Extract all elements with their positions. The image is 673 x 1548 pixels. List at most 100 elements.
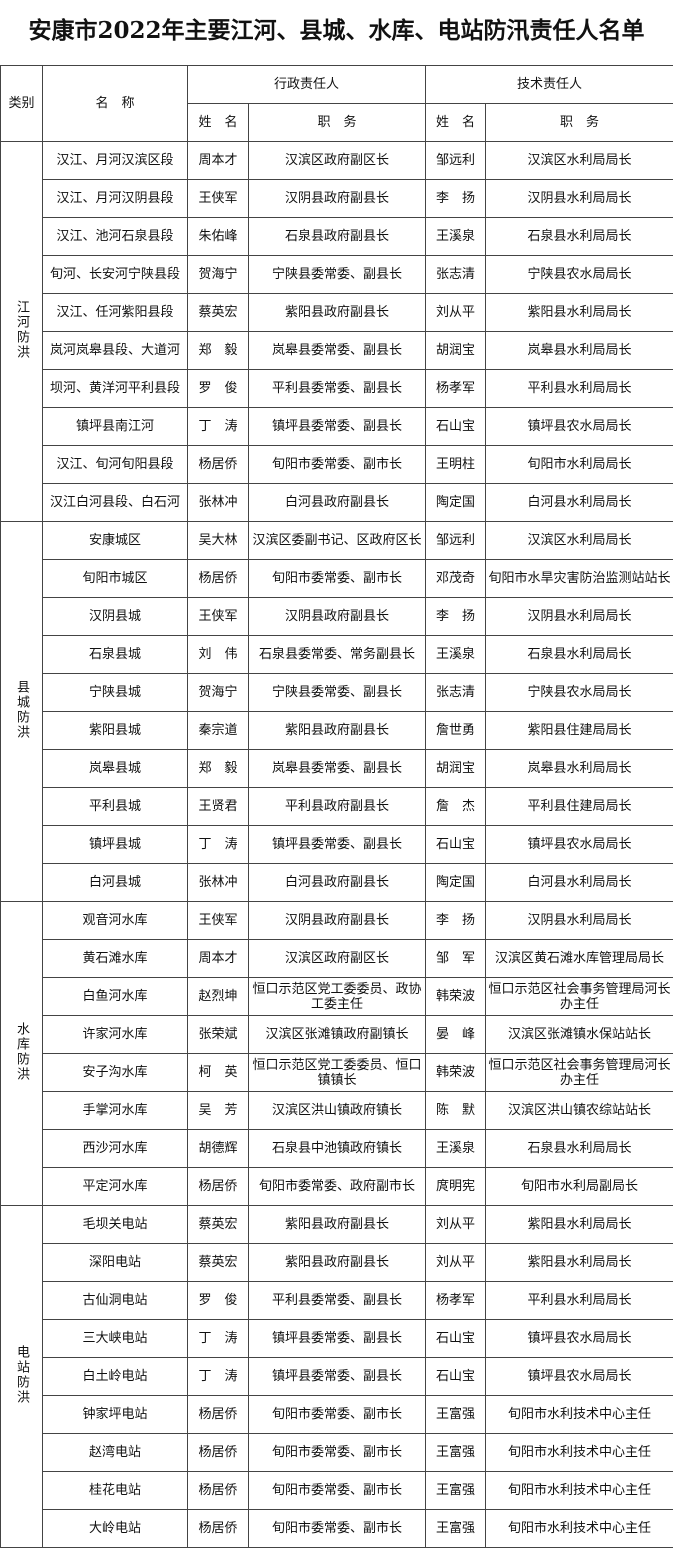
- item-name: 汉江、月河汉阴县段: [43, 180, 188, 218]
- table-row: 深阳电站蔡英宏紫阳县政府副县长刘从平紫阳县水利局局长: [1, 1244, 673, 1282]
- header-cell: 名 称: [43, 66, 188, 142]
- admin-duty: 汉滨区张滩镇政府副镇长: [249, 1016, 426, 1054]
- tech-name: 邹远利: [426, 522, 486, 560]
- item-name: 观音河水库: [43, 902, 188, 940]
- tech-name: 陶定国: [426, 864, 486, 902]
- tech-duty: 旬阳市水利技术中心主任: [486, 1510, 673, 1548]
- table-row: 许家河水库张荣斌汉滨区张滩镇政府副镇长晏 峰汉滨区张滩镇水保站站长: [1, 1016, 673, 1054]
- tech-duty: 旬阳市水利技术中心主任: [486, 1396, 673, 1434]
- tech-name: 李 扬: [426, 180, 486, 218]
- admin-name: 杨居侨: [188, 446, 249, 484]
- admin-duty: 汉滨区委副书记、区政府区长: [249, 522, 426, 560]
- admin-name: 杨居侨: [188, 1434, 249, 1472]
- admin-name: 贺海宁: [188, 256, 249, 294]
- admin-name: 蔡英宏: [188, 1206, 249, 1244]
- tech-name: 邹 军: [426, 940, 486, 978]
- table-row: 大岭电站杨居侨旬阳市委常委、副市长王富强旬阳市水利技术中心主任: [1, 1510, 673, 1548]
- item-name: 古仙洞电站: [43, 1282, 188, 1320]
- item-name: 平利县城: [43, 788, 188, 826]
- admin-name: 柯 英: [188, 1054, 249, 1092]
- item-name: 岚河岚皋县段、大道河: [43, 332, 188, 370]
- item-name: 石泉县城: [43, 636, 188, 674]
- category-cell: 电站防洪: [1, 1206, 43, 1548]
- admin-name: 丁 涛: [188, 1358, 249, 1396]
- tech-name: 晏 峰: [426, 1016, 486, 1054]
- category-cell: 县城防洪: [1, 522, 43, 902]
- item-name: 宁陕县城: [43, 674, 188, 712]
- admin-name: 张荣斌: [188, 1016, 249, 1054]
- admin-duty: 平利县政府副县长: [249, 788, 426, 826]
- tech-name: 詹世勇: [426, 712, 486, 750]
- admin-name: 王贤君: [188, 788, 249, 826]
- admin-duty: 汉阴县政府副县长: [249, 598, 426, 636]
- admin-name: 秦宗道: [188, 712, 249, 750]
- item-name: 钟家坪电站: [43, 1396, 188, 1434]
- tech-duty: 恒口示范区社会事务管理局河长办主任: [486, 978, 673, 1016]
- tech-duty: 平利县住建局局长: [486, 788, 673, 826]
- admin-name: 张林冲: [188, 864, 249, 902]
- tech-duty: 岚皋县水利局局长: [486, 750, 673, 788]
- table-row: 汉江、任河紫阳县段蔡英宏紫阳县政府副县长刘从平紫阳县水利局局长: [1, 294, 673, 332]
- header-cell: 职 务: [486, 104, 673, 142]
- admin-duty: 旬阳市委常委、副市长: [249, 446, 426, 484]
- tech-duty: 石泉县水利局局长: [486, 636, 673, 674]
- admin-duty: 汉阴县政府副县长: [249, 902, 426, 940]
- admin-duty: 旬阳市委常委、副市长: [249, 1472, 426, 1510]
- admin-name: 赵烈坤: [188, 978, 249, 1016]
- table-row: 石泉县城刘 伟石泉县委常委、常务副县长王溪泉石泉县水利局局长: [1, 636, 673, 674]
- table-row: 紫阳县城秦宗道紫阳县政府副县长詹世勇紫阳县住建局局长: [1, 712, 673, 750]
- tech-duty: 旬阳市水利技术中心主任: [486, 1472, 673, 1510]
- tech-name: 王明柱: [426, 446, 486, 484]
- admin-name: 杨居侨: [188, 1510, 249, 1548]
- tech-name: 王溪泉: [426, 218, 486, 256]
- admin-duty: 宁陕县委常委、副县长: [249, 674, 426, 712]
- tech-duty: 旬阳市水利局局长: [486, 446, 673, 484]
- tech-duty: 旬阳市水旱灾害防治监测站站长: [486, 560, 673, 598]
- item-name: 镇坪县城: [43, 826, 188, 864]
- table-row: 电站防洪毛坝关电站蔡英宏紫阳县政府副县长刘从平紫阳县水利局局长: [1, 1206, 673, 1244]
- tech-name: 石山宝: [426, 826, 486, 864]
- tech-duty: 石泉县水利局局长: [486, 218, 673, 256]
- table-row: 江河防洪汉江、月河汉滨区段周本才汉滨区政府副区长邹远利汉滨区水利局局长: [1, 142, 673, 180]
- tech-name: 陶定国: [426, 484, 486, 522]
- admin-duty: 石泉县政府副县长: [249, 218, 426, 256]
- table-row: 岚皋县城郑 毅岚皋县委常委、副县长胡润宝岚皋县水利局局长: [1, 750, 673, 788]
- admin-duty: 汉滨区洪山镇政府镇长: [249, 1092, 426, 1130]
- tech-name: 石山宝: [426, 1358, 486, 1396]
- admin-name: 蔡英宏: [188, 294, 249, 332]
- header-row: 类别 名 称 行政责任人 技术责任人: [1, 66, 673, 104]
- category-label: 县城防洪: [14, 680, 29, 740]
- table-row: 坝河、黄洋河平利县段罗 俊平利县委常委、副县长杨孝军平利县水利局局长: [1, 370, 673, 408]
- tech-name: 杨孝军: [426, 370, 486, 408]
- admin-duty: 紫阳县政府副县长: [249, 712, 426, 750]
- header-cell: 行政责任人: [188, 66, 426, 104]
- admin-duty: 恒口示范区党工委委员、政协工委主任: [249, 978, 426, 1016]
- admin-name: 罗 俊: [188, 370, 249, 408]
- table-row: 镇坪县南江河丁 涛镇坪县委常委、副县长石山宝镇坪县农水局局长: [1, 408, 673, 446]
- tech-name: 刘从平: [426, 1206, 486, 1244]
- tech-name: 刘从平: [426, 294, 486, 332]
- admin-duty: 白河县政府副县长: [249, 864, 426, 902]
- admin-name: 杨居侨: [188, 560, 249, 598]
- admin-duty: 宁陕县委常委、副县长: [249, 256, 426, 294]
- header-cell: 姓 名: [426, 104, 486, 142]
- admin-duty: 紫阳县政府副县长: [249, 1206, 426, 1244]
- item-name: 汉江、旬河旬阳县段: [43, 446, 188, 484]
- table-row: 西沙河水库胡德辉石泉县中池镇政府镇长王溪泉石泉县水利局局长: [1, 1130, 673, 1168]
- admin-name: 丁 涛: [188, 826, 249, 864]
- tech-duty: 镇坪县农水局局长: [486, 1320, 673, 1358]
- table-row: 镇坪县城丁 涛镇坪县委常委、副县长石山宝镇坪县农水局局长: [1, 826, 673, 864]
- admin-duty: 岚皋县委常委、副县长: [249, 332, 426, 370]
- table-row: 旬河、长安河宁陕县段贺海宁宁陕县委常委、副县长张志清宁陕县农水局局长: [1, 256, 673, 294]
- tech-duty: 石泉县水利局局长: [486, 1130, 673, 1168]
- table-row: 桂花电站杨居侨旬阳市委常委、副市长王富强旬阳市水利技术中心主任: [1, 1472, 673, 1510]
- category-label: 江河防洪: [14, 300, 29, 360]
- table-row: 旬阳市城区杨居侨旬阳市委常委、副市长邓茂奇旬阳市水旱灾害防治监测站站长: [1, 560, 673, 598]
- tech-duty: 平利县水利局局长: [486, 1282, 673, 1320]
- table-row: 安子沟水库柯 英恒口示范区党工委委员、恒口镇镇长韩荣波恒口示范区社会事务管理局河…: [1, 1054, 673, 1092]
- item-name: 平定河水库: [43, 1168, 188, 1206]
- tech-name: 王富强: [426, 1472, 486, 1510]
- table-row: 汉江、月河汉阴县段王侠军汉阴县政府副县长李 扬汉阴县水利局局长: [1, 180, 673, 218]
- table-row: 汉江白河县段、白石河张林冲白河县政府副县长陶定国白河县水利局局长: [1, 484, 673, 522]
- admin-name: 郑 毅: [188, 750, 249, 788]
